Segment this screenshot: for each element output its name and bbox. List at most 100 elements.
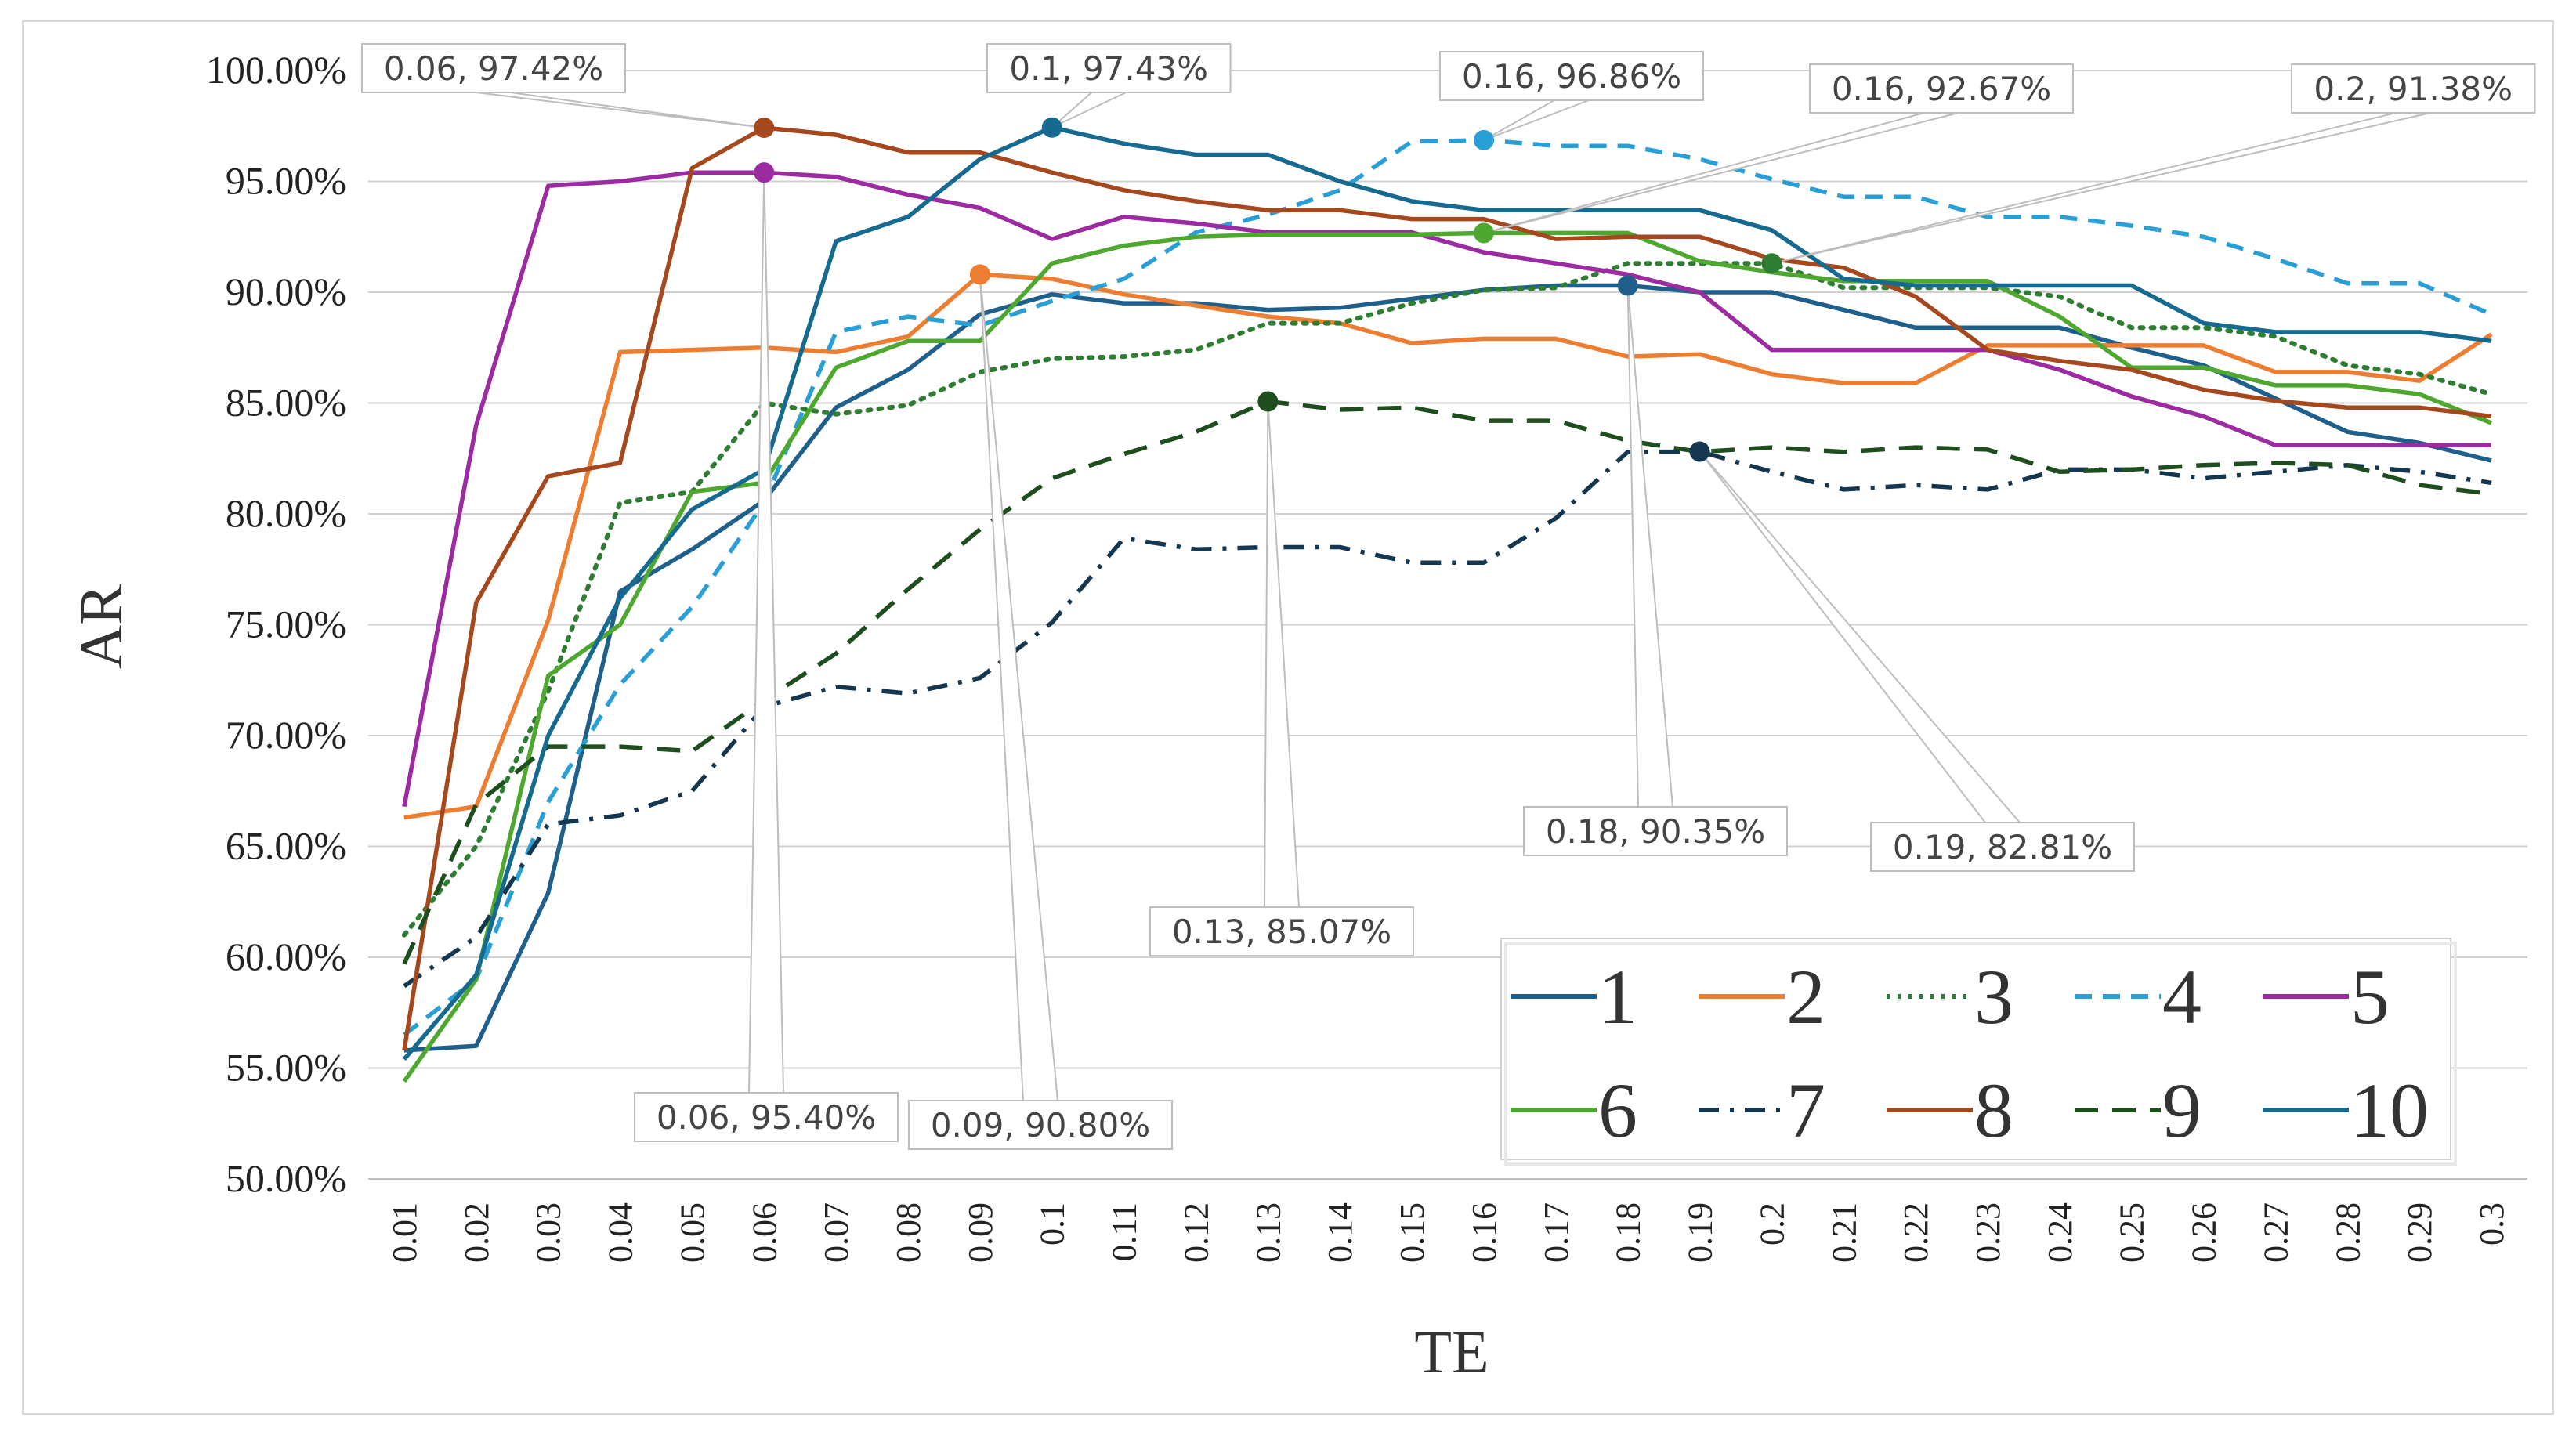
legend-label: 1 <box>1598 953 1637 1040</box>
series-line-6 <box>402 230 2493 1083</box>
x-tick-label: 0.05 <box>673 1202 711 1263</box>
legend-label: 10 <box>2350 1067 2429 1154</box>
x-tick-label: 0.23 <box>1969 1202 2007 1263</box>
annotation-label: 0.13, 85.07% <box>1172 913 1391 951</box>
legend-label: 9 <box>2162 1067 2202 1154</box>
series-line-4 <box>403 138 2493 1037</box>
x-tick-label: 0.04 <box>602 1202 640 1263</box>
series-line-1 <box>403 283 2492 1053</box>
x-tick-label: 0.01 <box>385 1202 424 1263</box>
annotation-marker <box>1041 117 1062 138</box>
x-tick-label: 0.08 <box>889 1202 928 1263</box>
x-tick-label: 0.29 <box>2401 1202 2439 1263</box>
y-tick-label: 85.00% <box>226 381 346 425</box>
series-line-9 <box>402 399 2492 965</box>
x-tick-label: 0.15 <box>1393 1202 1431 1263</box>
y-tick-label: 60.00% <box>226 935 346 978</box>
x-tick-label: 0.3 <box>2473 1202 2511 1246</box>
annotation-label: 0.06, 97.42% <box>384 49 603 88</box>
x-tick-label: 0.1 <box>1033 1202 1072 1246</box>
legend-entry-4: 4 <box>2075 953 2202 1040</box>
legend: 1 2 3 4 5 6 7 8 9 10 <box>1500 938 2457 1166</box>
annotations: 0.06, 97.42% 0.1, 97.43% 0.16, 96.86% 0.16,… <box>361 43 2536 1150</box>
x-axis-title: TE <box>1414 1318 1489 1386</box>
annotation: 0.16, 92.67% <box>1473 63 2074 244</box>
annotation-label: 0.16, 92.67% <box>1832 70 2051 108</box>
annotation-label: 0.16, 96.86% <box>1462 57 1681 96</box>
x-tick-label: 0.2 <box>1753 1202 1791 1246</box>
annotation-box <box>986 43 1232 93</box>
series-line-3 <box>401 261 2495 938</box>
annotation-leader <box>979 274 1059 1101</box>
legend-entry-5: 5 <box>2263 953 2390 1040</box>
annotation-leader <box>1051 92 1127 128</box>
annotation-marker <box>1473 222 1494 244</box>
annotation: 0.09, 90.80% <box>908 264 1173 1150</box>
annotation-box <box>2291 63 2536 114</box>
annotation-label: 0.1, 97.43% <box>1009 49 1208 88</box>
annotation-box <box>1439 51 1704 101</box>
annotation-leader <box>1699 450 2022 823</box>
annotation-label: 0.2, 91.38% <box>2314 70 2513 108</box>
x-tick-label: 0.24 <box>2041 1202 2079 1263</box>
legend-label: 3 <box>1974 953 2013 1040</box>
annotation: 0.1, 97.43% <box>986 43 1232 138</box>
legend-entry-1: 1 <box>1511 953 1637 1040</box>
x-tick-label: 0.26 <box>2185 1202 2223 1263</box>
legend-label: 8 <box>1974 1067 2013 1154</box>
annotation-box <box>361 43 626 93</box>
annotation-box <box>1149 906 1414 956</box>
legend-label: 4 <box>2162 953 2202 1040</box>
annotation-marker <box>969 264 990 285</box>
annotation-leader <box>476 92 765 129</box>
x-tick-label: 0.18 <box>1609 1202 1648 1263</box>
y-tick-label: 90.00% <box>226 269 346 313</box>
x-tick-label: 0.02 <box>458 1202 496 1263</box>
y-tick-label: 100.00% <box>206 48 346 92</box>
annotation-label: 0.19, 82.81% <box>1893 828 2112 866</box>
x-tick-label: 0.11 <box>1105 1202 1144 1261</box>
annotation-marker <box>1689 441 1710 462</box>
y-tick-label: 65.00% <box>226 824 346 868</box>
annotation-label: 0.09, 90.80% <box>931 1106 1150 1144</box>
series-line-2 <box>403 272 2493 820</box>
y-tick-label: 75.00% <box>226 602 346 646</box>
y-tick-label: 50.00% <box>226 1156 346 1200</box>
y-tick-label: 80.00% <box>226 491 346 535</box>
series-lines <box>401 125 2495 1083</box>
annotation-box <box>1523 806 1788 856</box>
annotation: 0.06, 95.40% <box>634 162 899 1142</box>
x-tick-label: 0.13 <box>1249 1202 1287 1263</box>
x-tick-label: 0.12 <box>1177 1202 1215 1263</box>
annotation: 0.06, 97.42% <box>361 43 775 139</box>
annotation-box <box>1809 63 2074 114</box>
legend-label: 2 <box>1786 953 1825 1040</box>
legend-label: 6 <box>1598 1067 1637 1154</box>
x-tick-labels: 0.01 0.02 0.03 0.04 0.05 0.06 0.07 0.08 0.09 0.1 0… <box>385 1202 2511 1263</box>
legend-box <box>1500 938 2451 1160</box>
legend-label: 5 <box>2350 953 2390 1040</box>
x-tick-label: 0.09 <box>961 1202 1000 1263</box>
annotation-marker <box>1761 253 1782 274</box>
x-tick-label: 0.22 <box>1897 1202 1935 1263</box>
legend-entry-7: 7 <box>1699 1067 1825 1154</box>
x-tick-label: 0.28 <box>2328 1202 2367 1263</box>
x-tick-label: 0.21 <box>1825 1202 1863 1263</box>
legend-shadow <box>1504 942 2457 1166</box>
x-tick-label: 0.19 <box>1681 1202 1720 1263</box>
x-tick-label: 0.16 <box>1465 1202 1503 1263</box>
series-line-10 <box>402 125 2492 1061</box>
legend-entry-9: 9 <box>2075 1067 2202 1154</box>
annotation: 0.16, 96.86% <box>1439 51 1704 150</box>
annotation: 0.18, 90.35% <box>1523 275 1788 856</box>
annotation: 0.19, 82.81% <box>1689 441 2135 872</box>
legend-entry-3: 3 <box>1887 953 2013 1040</box>
series-line-5 <box>402 170 2492 808</box>
annotation: 0.13, 85.07% <box>1149 391 1414 956</box>
annotation-marker <box>1257 391 1279 412</box>
x-tick-label: 0.06 <box>745 1202 783 1263</box>
grid-layer <box>368 70 2527 1180</box>
x-tick-label: 0.17 <box>1537 1202 1576 1263</box>
annotation-label: 0.06, 95.40% <box>657 1098 876 1137</box>
